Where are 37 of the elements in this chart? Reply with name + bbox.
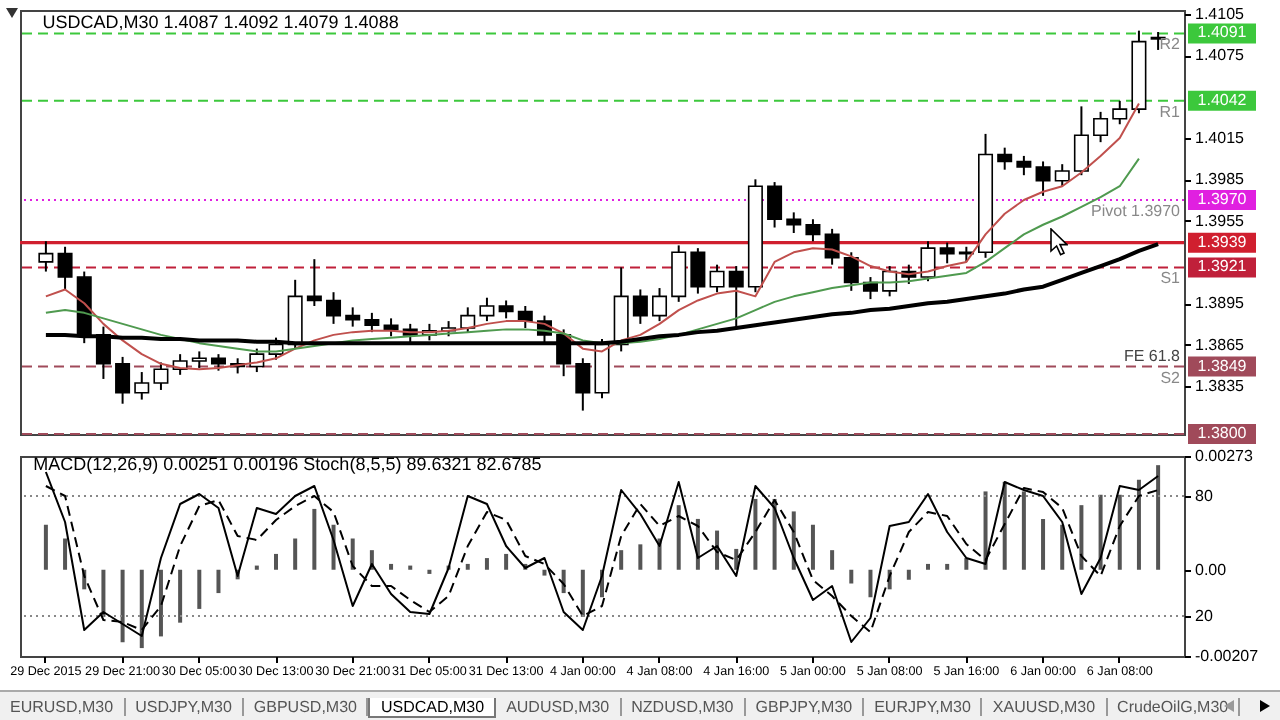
annotation: S2 xyxy=(1160,368,1182,387)
ref-line-label: 1.4042 xyxy=(1197,90,1248,109)
y-tick-label: 0.00273 xyxy=(1195,447,1254,465)
text: NZDUSD,M30 xyxy=(621,698,746,716)
text: USDJPY,M30 xyxy=(125,698,244,716)
y-tick-label: 1.3985 xyxy=(1195,170,1246,189)
ref-line-label: 1.3970 xyxy=(1197,189,1248,208)
y2-tick-label: 20 xyxy=(1195,607,1214,625)
text: GBPJPY,M30 xyxy=(745,698,865,716)
ref-line-label: 1.3939 xyxy=(1197,232,1248,251)
annotation: S1 xyxy=(1160,269,1182,288)
text: EURJPY,M30 xyxy=(864,698,983,716)
y-tick-label: 1.3835 xyxy=(1195,376,1246,395)
text: AUDUSD,M30 xyxy=(496,698,622,716)
chart-title: USDCAD,M30 1.4087 1.4092 1.4079 1.4088 xyxy=(42,12,399,33)
annotation: Pivot 1.3970 xyxy=(1091,201,1182,220)
text: GBPUSD,M30 xyxy=(243,698,369,716)
ref-line-label: 1.4091 xyxy=(1197,23,1248,42)
ref-line-label: 1.3849 xyxy=(1197,356,1248,375)
y-tick-label: 1.4105 xyxy=(1195,5,1246,24)
text: XAUUSD,M30 xyxy=(982,698,1108,716)
annotation: FE 61.8 xyxy=(1123,346,1182,365)
y-tick-label: 1.4075 xyxy=(1195,46,1246,65)
ref-line-label: 1.3800 xyxy=(1197,424,1248,442)
annotation: R1 xyxy=(1159,102,1182,121)
text: CrudeOilG,M30 xyxy=(1107,698,1241,716)
chart-title: MACD(12,26,9) 0.00251 0.00196 Stoch(8,5,5) 89.6321 82.6785 xyxy=(33,454,542,474)
ref-line-label: 1.3921 xyxy=(1197,257,1248,276)
y-tick-label: 0.00 xyxy=(1195,560,1228,579)
y-tick-label: 1.4015 xyxy=(1195,129,1246,148)
annotation: R2 xyxy=(1159,35,1182,54)
text: EURUSD,M30 xyxy=(0,698,126,716)
y2-tick-label: 80 xyxy=(1195,487,1214,505)
y-tick-label: 1.3865 xyxy=(1195,335,1246,354)
y-tick-label: 1.3955 xyxy=(1195,211,1246,230)
y-tick-label: 1.3895 xyxy=(1195,294,1246,313)
y-tick-label: -0.00207 xyxy=(1195,647,1260,665)
